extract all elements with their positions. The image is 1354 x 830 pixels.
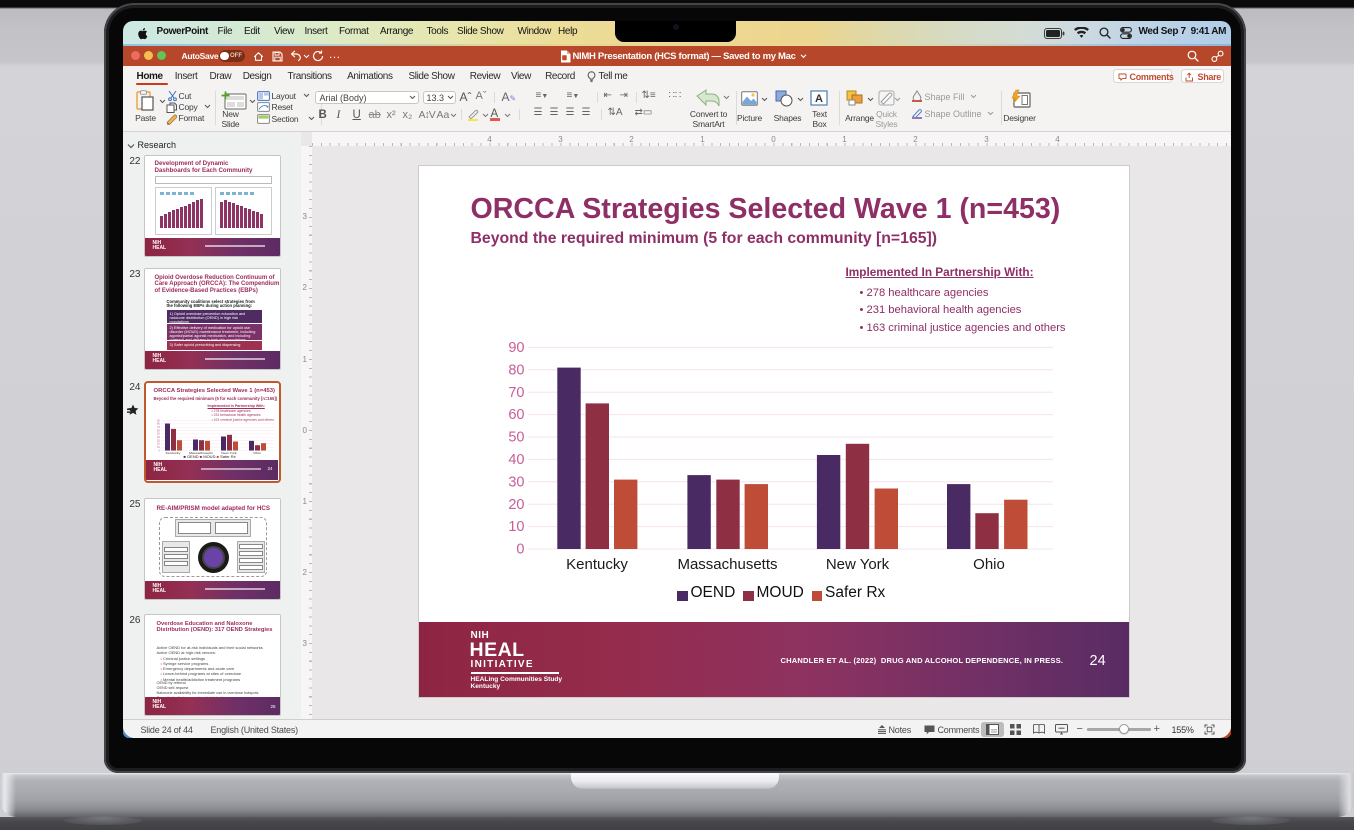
svg-text:Massachusetts: Massachusetts (189, 451, 213, 455)
svg-text:0: 0 (516, 541, 524, 557)
svg-text:20: 20 (156, 443, 160, 446)
svg-text:70: 70 (156, 426, 160, 429)
svg-text:40: 40 (508, 452, 524, 468)
svg-text:40: 40 (156, 436, 160, 439)
svg-text:90: 90 (156, 419, 160, 422)
svg-text:60: 60 (156, 429, 160, 432)
svg-text:New York: New York (221, 451, 237, 455)
svg-text:A: A (815, 93, 823, 105)
svg-text:30: 30 (508, 474, 524, 490)
svg-text:80: 80 (508, 362, 524, 378)
svg-text:New York: New York (825, 556, 889, 573)
svg-text:50: 50 (508, 429, 524, 445)
svg-text:70: 70 (508, 384, 524, 400)
svg-text:10: 10 (508, 519, 524, 535)
svg-text:80: 80 (156, 423, 160, 426)
svg-text:10: 10 (156, 446, 160, 449)
svg-text:Massachusetts: Massachusetts (677, 556, 777, 573)
svg-text:30: 30 (156, 439, 160, 442)
svg-text:90: 90 (508, 340, 524, 356)
svg-text:20: 20 (508, 496, 524, 512)
svg-text:Kentucky: Kentucky (165, 451, 180, 455)
svg-text:0: 0 (158, 449, 160, 452)
svg-text:Ohio: Ohio (973, 556, 1005, 573)
svg-text:Kentucky: Kentucky (566, 556, 628, 573)
svg-text:50: 50 (156, 433, 160, 436)
svg-text:Ohio: Ohio (253, 451, 261, 455)
svg-text:60: 60 (508, 407, 524, 423)
